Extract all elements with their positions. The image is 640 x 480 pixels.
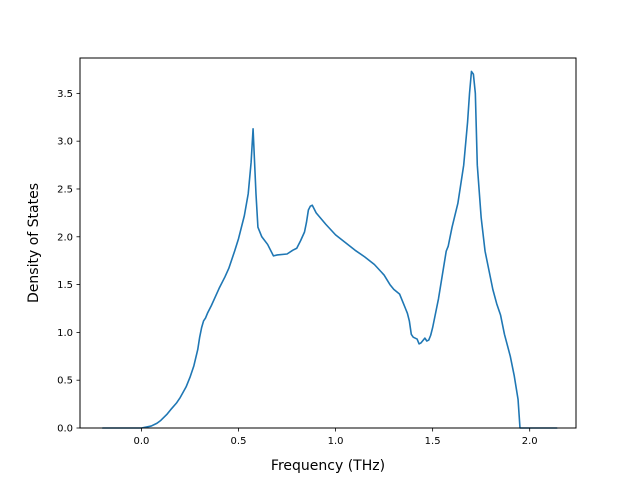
x-tick-label: 1.0: [328, 436, 344, 447]
x-tick-label: 0.5: [231, 436, 247, 447]
dos-series-line: [101, 70, 558, 429]
x-tick-label: 0.0: [133, 436, 149, 447]
plot-area: [101, 70, 558, 429]
x-axis: 0.0 0.5 1.0 1.5 2.0: [133, 428, 538, 447]
y-tick-label: 2.5: [57, 184, 73, 195]
y-tick-label: 0.5: [57, 376, 73, 387]
y-tick-label: 2.0: [57, 232, 73, 243]
y-tick-label: 1.5: [57, 280, 73, 291]
y-tick-label: 0.0: [57, 424, 73, 435]
x-tick-label: 2.0: [522, 436, 538, 447]
y-tick-label: 3.0: [57, 137, 73, 148]
y-axis: 0.0 0.5 1.0 1.5 2.0 2.5 3.0 3.5: [57, 89, 80, 435]
x-tick-label: 1.5: [425, 436, 441, 447]
y-axis-label: Density of States: [26, 183, 42, 303]
x-axis-label: Frequency (THz): [271, 458, 385, 474]
axes-frame: [79, 57, 577, 429]
y-tick-label: 3.5: [57, 89, 73, 100]
y-tick-label: 1.0: [57, 328, 73, 339]
